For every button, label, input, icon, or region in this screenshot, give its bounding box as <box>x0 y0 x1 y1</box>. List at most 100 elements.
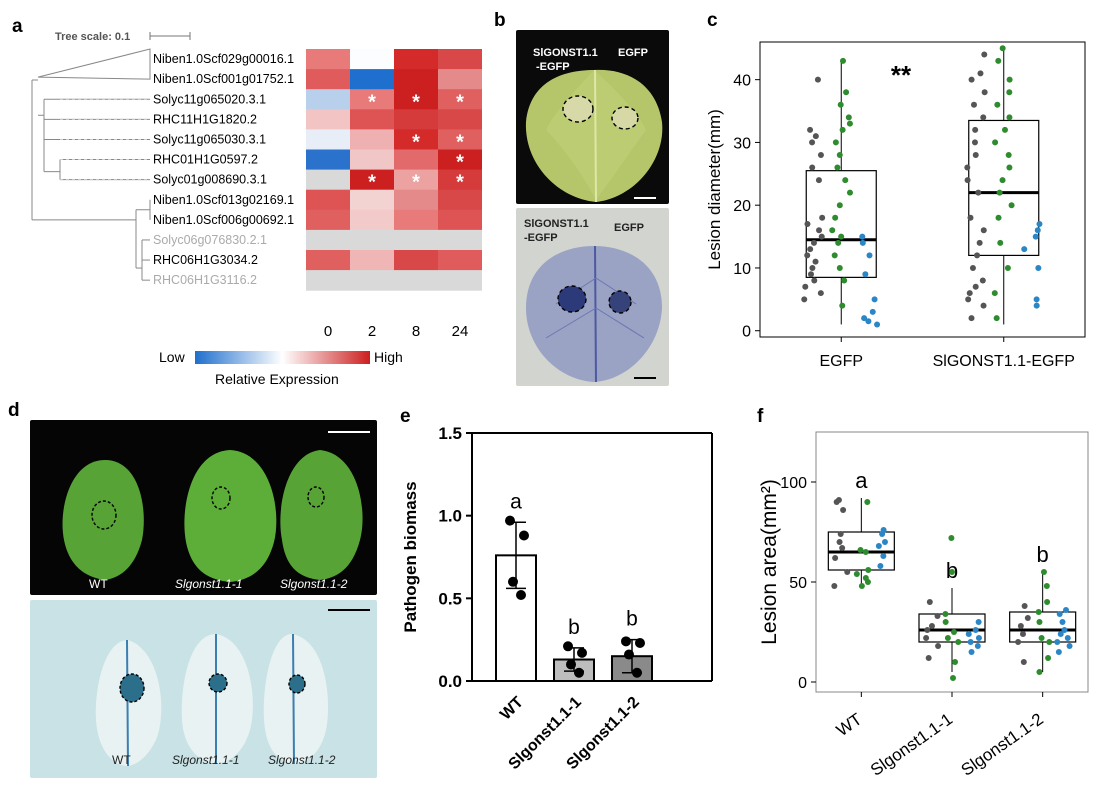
leaf-green-drawing <box>525 69 663 203</box>
y-tick-label: 40 <box>733 73 751 90</box>
y-axis-label: Lesion area(mm²) <box>758 479 781 645</box>
data-point <box>865 567 872 573</box>
leaf-photo-bottom: SlGONST1.1 -EGFP EGFP <box>516 208 669 386</box>
data-point <box>815 177 822 184</box>
data-point <box>566 659 576 670</box>
heatmap-cell <box>394 69 438 90</box>
panel-b-label: b <box>494 10 506 31</box>
b-top-label-1: SlGONST1.1 <box>533 47 598 59</box>
data-point <box>858 583 865 589</box>
data-point <box>995 57 1002 64</box>
data-point <box>1036 619 1043 625</box>
data-point <box>948 569 955 575</box>
data-point <box>802 283 809 290</box>
data-point <box>964 164 971 171</box>
data-point <box>1021 603 1028 609</box>
gene-label: Niben1.0Scf029g00016.1 <box>153 52 294 66</box>
data-point <box>862 575 869 581</box>
d-top-label-wt: WT <box>89 577 108 591</box>
data-point <box>999 45 1006 52</box>
data-point <box>928 623 935 629</box>
significance-letter: b <box>946 558 958 583</box>
data-point <box>516 590 526 601</box>
y-tick-label: 1.0 <box>438 507 462 526</box>
data-point <box>840 507 847 513</box>
tree-scale-label: Tree scale: 0.1 <box>55 31 131 43</box>
data-point <box>853 571 860 577</box>
box <box>918 613 986 643</box>
data-point <box>964 177 971 184</box>
significance-star: * <box>456 131 464 153</box>
data-point <box>810 239 817 246</box>
gene-label: RHC11H1G1820.2 <box>153 112 257 126</box>
d-bottom-label-ko1: Slgonst1.1-1 <box>172 753 240 767</box>
y-tick-label: 0.0 <box>438 672 462 691</box>
panel-c-label: c <box>707 10 718 31</box>
data-point <box>859 239 866 246</box>
chart-f-lesion-area: 0 50 100 WT a Slgonst1.1-1 b Slgonst1.1-2 b Lesio… <box>758 431 1089 780</box>
gene-label: RHC06H1G3034.2 <box>153 253 258 267</box>
data-point <box>577 647 587 658</box>
data-point <box>996 189 1003 196</box>
data-point <box>874 321 881 328</box>
data-point <box>811 277 818 284</box>
data-point <box>846 120 853 127</box>
gene-label: Niben1.0Scf006g00692.1 <box>153 213 294 227</box>
d-bottom-label-wt: WT <box>112 753 131 767</box>
data-point <box>844 569 851 575</box>
data-point <box>846 189 853 196</box>
data-point <box>836 264 843 271</box>
heatmap-cell <box>306 49 350 70</box>
heatmap-cell <box>306 129 350 150</box>
data-point <box>804 221 811 228</box>
data-point <box>993 315 1000 322</box>
data-point <box>843 89 850 96</box>
heatmap-grid: * * ** *** * * <box>306 49 482 291</box>
y-tick-label: 20 <box>733 198 751 215</box>
heatmap-cell <box>438 270 482 291</box>
heatmap-cell <box>438 169 482 191</box>
data-point <box>1045 655 1052 661</box>
b-bottom-label-2: -EGFP <box>524 232 558 244</box>
x-tick-label: WT <box>497 694 527 724</box>
color-legend-bar <box>195 351 370 364</box>
leaf-stained-drawing <box>526 245 662 383</box>
plant-photo-top: WT Slgonst1.1-1 Slgonst1.1-2 <box>30 420 377 595</box>
x-tick-label: SlGONST1.1-EGFP <box>933 353 1075 370</box>
x-tick-label: EGFP <box>819 353 863 370</box>
heatmap-cell <box>350 129 394 150</box>
heatmap-cell <box>350 209 394 231</box>
data-point <box>1062 607 1069 613</box>
data-point <box>817 290 824 297</box>
data-point <box>1006 76 1013 83</box>
data-point <box>816 227 823 234</box>
heatmap-cell <box>438 250 482 271</box>
significance-star: * <box>412 131 420 153</box>
data-point <box>836 202 843 209</box>
heatmap-cell <box>306 189 350 211</box>
chart-c-lesion-diameter: 0 10 20 30 40 EGFP SlGONST1.1-EGFP Lesion diame… <box>705 41 1086 370</box>
data-point <box>837 101 844 108</box>
data-point <box>971 139 978 146</box>
data-point <box>972 151 979 158</box>
heatmap-cell <box>394 270 438 291</box>
data-point <box>965 296 972 303</box>
significance-letter: a <box>510 490 522 513</box>
data-point <box>1035 264 1042 271</box>
data-point <box>812 258 819 265</box>
y-tick-label: 50 <box>789 575 807 592</box>
data-point <box>836 539 843 545</box>
three-leaves-stained <box>95 609 370 767</box>
timepoint-label: 8 <box>412 323 420 340</box>
significance-letter: b <box>626 608 638 631</box>
heatmap-cell <box>350 189 394 211</box>
gene-label: Solyc01g008690.3.1 <box>153 173 267 187</box>
data-point <box>834 164 841 171</box>
heatmap-cell <box>350 69 394 90</box>
data-point <box>621 636 631 647</box>
heatmap-cell <box>306 169 350 191</box>
y-axis-label: Pathogen biomass <box>401 481 420 632</box>
data-point <box>1019 631 1026 637</box>
data-point <box>1034 227 1041 234</box>
significance-star: * <box>456 172 464 194</box>
